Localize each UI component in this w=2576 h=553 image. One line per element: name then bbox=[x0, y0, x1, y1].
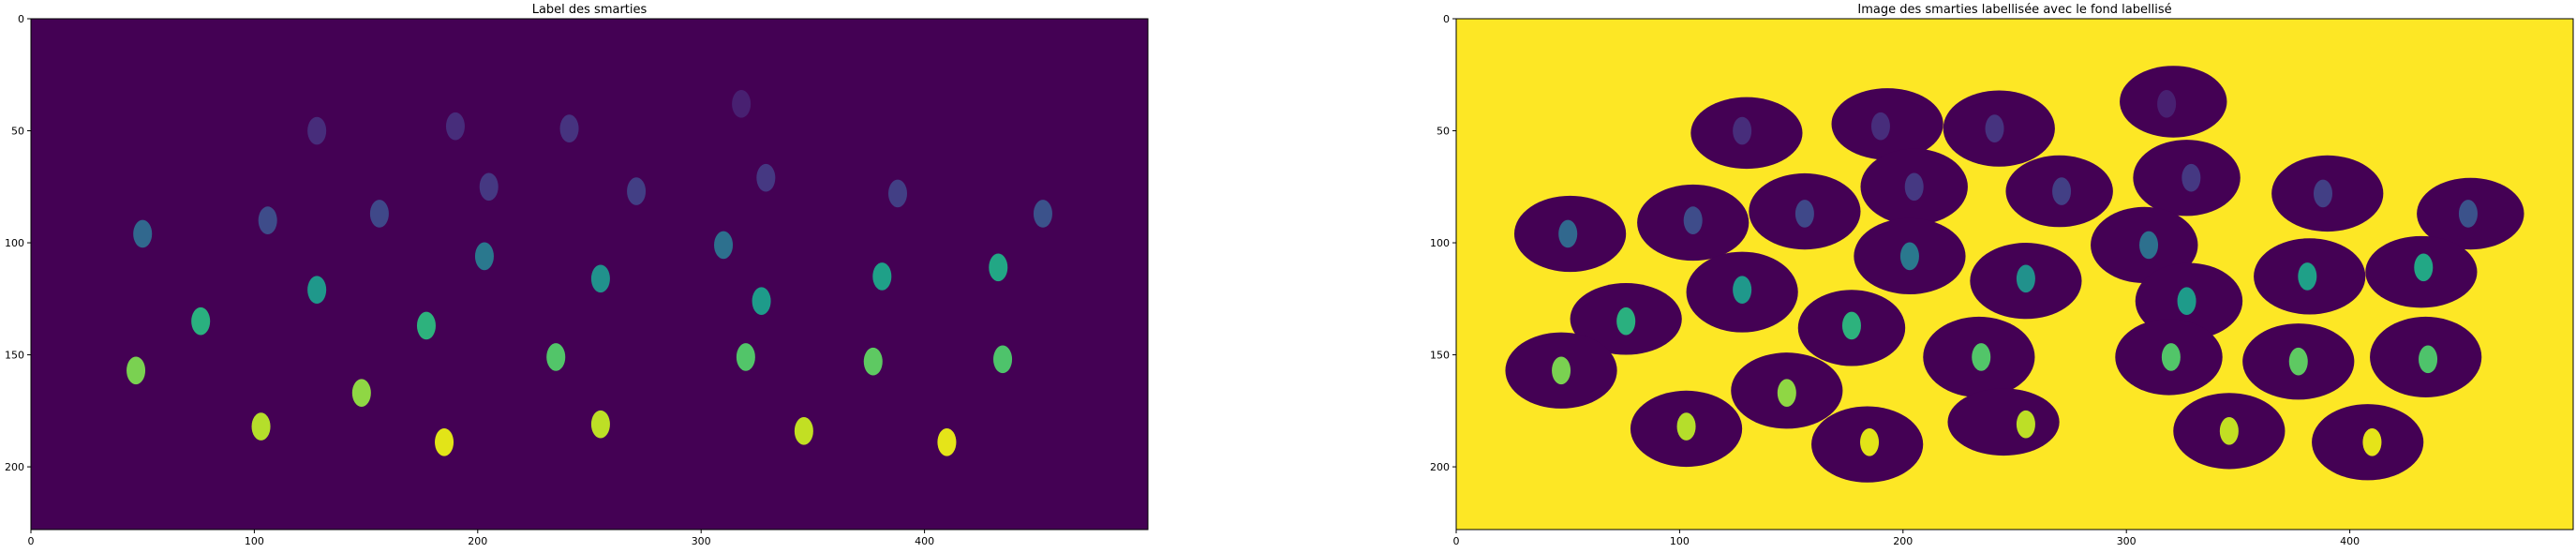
smartie-label-blob bbox=[474, 242, 494, 271]
smartie-label-blob bbox=[1558, 219, 1578, 248]
smartie-label-blob bbox=[1552, 356, 1571, 385]
y-axis: 0 50 100 150 200 bbox=[1430, 13, 1456, 473]
plot-area bbox=[30, 18, 1149, 531]
y-tick-label: 150 bbox=[5, 350, 24, 362]
y-tick-label: 50 bbox=[11, 126, 24, 138]
y-tick-label: 200 bbox=[1430, 461, 1450, 473]
smartie-label-blob bbox=[258, 206, 277, 234]
y-tick-label: 200 bbox=[5, 461, 24, 473]
smartie-label-blob bbox=[794, 417, 813, 445]
smartie-label-blob bbox=[1860, 427, 1880, 456]
smartie-label-blob bbox=[133, 219, 153, 248]
smartie-label-blob bbox=[1033, 200, 1052, 228]
x-tick-label: 400 bbox=[2340, 535, 2360, 547]
smartie-label-blob bbox=[1841, 311, 1861, 340]
x-tick-label: 0 bbox=[28, 535, 35, 547]
smartie-label-blob bbox=[736, 343, 755, 371]
smartie-label-blob bbox=[756, 163, 776, 192]
smartie-label-blob bbox=[2219, 417, 2239, 445]
smartie-label-blob bbox=[752, 287, 771, 316]
smartie-label-blob bbox=[2157, 90, 2177, 118]
smartie-label-blob bbox=[307, 276, 327, 305]
x-tick-label: 400 bbox=[915, 535, 934, 547]
smartie-label-blob bbox=[937, 427, 957, 456]
smartie-label-blob bbox=[732, 90, 752, 118]
smartie-label-blob bbox=[1733, 116, 1752, 145]
smartie-label-blob bbox=[627, 177, 647, 205]
x-tick-label: 200 bbox=[468, 535, 487, 547]
y-tick-label: 0 bbox=[18, 13, 24, 25]
y-tick-label: 0 bbox=[1443, 13, 1450, 25]
smartie-label-blob bbox=[435, 427, 454, 456]
plot-frame bbox=[1455, 18, 2574, 531]
smartie-label-blob bbox=[127, 356, 146, 385]
smartie-label-blob bbox=[559, 114, 579, 142]
heatmap-background bbox=[31, 19, 1148, 530]
smartie-label-blob bbox=[590, 410, 610, 439]
left-chart: Label des smarties 0 100 200 300 400 0 50 100 1… bbox=[5, 3, 1149, 547]
smartie-label-blob bbox=[369, 200, 389, 228]
smartie-label-blob bbox=[2052, 177, 2072, 205]
smartie-label-blob bbox=[2362, 427, 2382, 456]
smartie-label-blob bbox=[1870, 112, 1890, 141]
plot-frame bbox=[30, 18, 1149, 531]
smartie-label-blob bbox=[989, 253, 1008, 282]
smartie-label-blob bbox=[590, 264, 610, 293]
smartie-label-blob bbox=[416, 311, 436, 340]
x-tick-label: 200 bbox=[1893, 535, 1913, 547]
smartie-label-blob bbox=[1733, 276, 1752, 305]
smartie-label-blob bbox=[1676, 412, 1696, 441]
smartie-label-blob bbox=[2016, 410, 2035, 439]
smartie-disc bbox=[1947, 388, 2060, 456]
x-tick-label: 300 bbox=[692, 535, 711, 547]
chart-title: Label des smarties bbox=[532, 3, 648, 17]
smartie-label-blob bbox=[2313, 179, 2333, 208]
chart-title: Image des smarties labellisée avec le fo… bbox=[1857, 3, 2171, 17]
smartie-label-blob bbox=[251, 412, 271, 441]
smartie-label-blob bbox=[2298, 262, 2317, 291]
x-tick-label: 0 bbox=[1453, 535, 1460, 547]
smartie-label-blob bbox=[2414, 253, 2434, 282]
smartie-label-blob bbox=[191, 306, 211, 336]
smartie-label-blob bbox=[351, 379, 371, 408]
smartie-label-blob bbox=[2419, 345, 2438, 374]
smartie-label-blob bbox=[2288, 347, 2308, 376]
smartie-label-blob bbox=[2177, 287, 2196, 316]
smartie-label-blob bbox=[1683, 206, 1703, 234]
right-chart: Image des smarties labellisée avec le fo… bbox=[1430, 3, 2574, 547]
smartie-label-blob bbox=[307, 116, 327, 145]
smartie-label-blob bbox=[445, 112, 465, 141]
smartie-label-blob bbox=[2181, 163, 2201, 192]
smartie-label-blob bbox=[479, 172, 499, 202]
smartie-label-blob bbox=[887, 179, 908, 208]
smartie-label-blob bbox=[1777, 379, 1796, 408]
y-tick-label: 150 bbox=[1430, 350, 1450, 362]
x-axis: 0 100 200 300 400 bbox=[1453, 530, 2360, 547]
x-tick-label: 100 bbox=[1670, 535, 1690, 547]
smartie-label-blob bbox=[2016, 264, 2035, 293]
y-axis: 0 50 100 150 200 bbox=[5, 13, 31, 473]
smartie-label-blob bbox=[993, 345, 1013, 374]
smartie-label-blob bbox=[1899, 242, 1919, 271]
x-axis: 0 100 200 300 400 bbox=[28, 530, 934, 547]
x-tick-label: 100 bbox=[245, 535, 264, 547]
smartie-label-blob bbox=[1616, 306, 1636, 336]
smartie-label-blob bbox=[1904, 172, 1924, 202]
y-tick-label: 100 bbox=[5, 237, 24, 249]
smartie-label-blob bbox=[1972, 343, 1991, 371]
plot-area bbox=[1455, 18, 2574, 531]
smartie-label-blob bbox=[872, 262, 892, 291]
smartie-label-blob bbox=[2458, 200, 2478, 228]
smartie-label-blob bbox=[2139, 231, 2159, 260]
y-tick-label: 50 bbox=[1437, 126, 1450, 138]
smartie-label-blob bbox=[1794, 200, 1814, 228]
x-tick-label: 300 bbox=[2117, 535, 2137, 547]
y-tick-label: 100 bbox=[1430, 237, 1450, 249]
smartie-label-blob bbox=[2161, 343, 2181, 371]
smartie-label-blob bbox=[1985, 114, 2004, 142]
smartie-label-blob bbox=[546, 343, 566, 371]
smartie-label-blob bbox=[714, 231, 734, 260]
smartie-label-blob bbox=[863, 347, 883, 376]
